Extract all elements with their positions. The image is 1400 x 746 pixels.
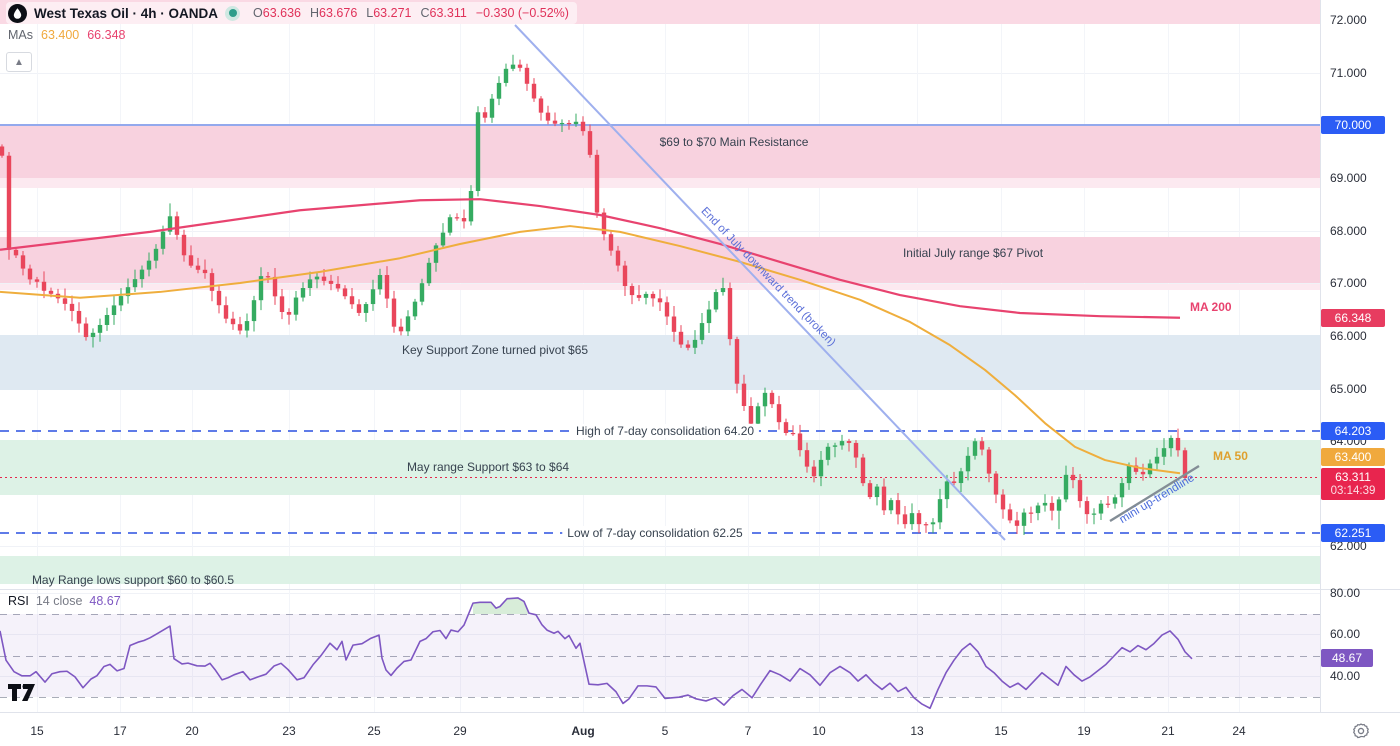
time-tick-label: 19 (1077, 724, 1091, 738)
price-gridline (0, 231, 1320, 232)
price-zone[interactable] (0, 283, 1320, 290)
time-tick-label: 5 (661, 724, 669, 738)
zone-label: $69 to $70 Main Resistance (659, 135, 809, 149)
current-price-line (0, 477, 1320, 478)
ma50-value: 63.400 (41, 28, 80, 42)
rsi-params: 14 close (35, 594, 83, 608)
ohlc-readout: O63.636 H63.676 L63.271 C63.311 −0.330 (… (253, 6, 569, 20)
price-zone[interactable] (0, 555, 1320, 584)
ma-legend[interactable]: MAs 63.400 66.348 (8, 28, 125, 42)
chevron-up-icon: ▲ (14, 56, 24, 68)
time-tick-label: 29 (453, 724, 467, 738)
resistance-level-line-70[interactable] (0, 124, 1320, 126)
price-gridline (0, 73, 1320, 74)
high-value: 63.676 (319, 6, 358, 20)
change-value: −0.330 (−0.52%) (475, 6, 569, 20)
zone-label: May range Support $63 to $64 (406, 460, 570, 474)
price-zone[interactable] (0, 440, 1320, 495)
price-tick-label: 66.000 (1330, 329, 1367, 343)
close-value: 63.311 (429, 6, 467, 20)
price-badge: 63.311 03:14:39 (1321, 468, 1385, 500)
price-badge: 62.251 (1321, 524, 1385, 542)
price-zone[interactable] (0, 178, 1320, 189)
zone-label: Key Support Zone turned pivot $65 (401, 343, 589, 357)
tradingview-logo[interactable] (8, 684, 40, 706)
price-zone[interactable] (0, 237, 1320, 284)
symbol-legend[interactable]: West Texas Oil · 4h · OANDA O63.636 H63.… (6, 2, 577, 24)
time-tick-label: 13 (910, 724, 924, 738)
rsi-gridline (0, 593, 1320, 594)
gear-icon (1352, 723, 1369, 739)
price-tick-label: 69.000 (1330, 171, 1367, 185)
price-tick-label: 67.000 (1330, 276, 1367, 290)
time-tick-label: 15 (994, 724, 1008, 738)
price-tick-label: 65.000 (1330, 382, 1367, 396)
time-tick-label: 20 (185, 724, 199, 738)
time-tick-label: 21 (1161, 724, 1175, 738)
rsi-gridline (0, 634, 1320, 635)
price-gridline (0, 546, 1320, 547)
time-tick-label: 24 (1232, 724, 1246, 738)
time-tick-label: 17 (113, 724, 127, 738)
price-badge: 64.203 (1321, 422, 1385, 440)
rsi-tick-label: 80.00 (1330, 586, 1361, 600)
rsi-tick-label: 40.00 (1330, 669, 1361, 683)
price-badge: 66.348 (1321, 309, 1385, 327)
time-tick-label: Aug (571, 724, 595, 738)
price-badge: 63.400 (1321, 448, 1385, 466)
rsi-30-line (0, 697, 1320, 698)
price-axis-separator (1320, 0, 1321, 712)
rsi-legend[interactable]: RSI 14 close 48.67 (8, 594, 121, 608)
ma-label: MA 50 (1213, 449, 1248, 463)
instrument-logo-icon (8, 3, 27, 23)
rsi-value-badge: 48.67 (1321, 649, 1373, 667)
price-tick-label: 72.000 (1330, 13, 1367, 27)
settings-gear-button[interactable] (1352, 722, 1374, 742)
time-tick-label: 23 (282, 724, 296, 738)
rsi-50-line (0, 656, 1320, 657)
rsi-70-line (0, 614, 1320, 615)
collapse-legend-button[interactable]: ▲ (6, 52, 32, 72)
ma-legend-label: MAs (8, 28, 33, 42)
panel-separator[interactable] (0, 589, 1400, 590)
zone-label: High of 7-day consolidation 64.20 (570, 424, 760, 438)
low-value: 63.271 (373, 6, 412, 20)
zone-label: Low of 7-day consolidation 62.25 (562, 526, 748, 540)
price-zone[interactable] (0, 125, 1320, 179)
time-tick-label: 15 (30, 724, 44, 738)
price-tick-label: 62.000 (1330, 539, 1367, 553)
ma200-value: 66.348 (87, 28, 126, 42)
rsi-title: RSI (8, 594, 29, 608)
price-zone[interactable] (0, 335, 1320, 390)
rsi-value: 48.67 (89, 594, 121, 608)
rsi-gridline (0, 676, 1320, 677)
ma-label: MA 200 (1190, 300, 1232, 314)
instrument-title[interactable]: West Texas Oil · 4h · OANDA (34, 5, 219, 21)
price-tick-label: 68.000 (1330, 224, 1367, 238)
time-tick-label: 25 (367, 724, 381, 738)
zone-label: May Range lows support $60 to $60.5 (31, 573, 235, 587)
time-tick-label: 10 (812, 724, 826, 738)
zone-label: Initial July range $67 Pivot (902, 246, 1044, 260)
price-badge: 70.000 (1321, 116, 1385, 134)
open-value: 63.636 (262, 6, 302, 20)
market-status-icon[interactable] (225, 5, 241, 21)
time-tick-label: 7 (744, 724, 752, 738)
rsi-tick-label: 60.00 (1330, 627, 1361, 641)
time-axis-separator (0, 712, 1400, 713)
price-tick-label: 71.000 (1330, 66, 1367, 80)
